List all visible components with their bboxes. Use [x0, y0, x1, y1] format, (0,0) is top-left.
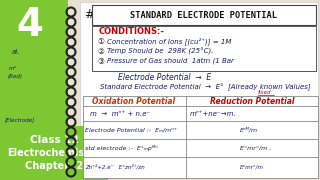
Text: E°mr°/m .: E°mr°/m . — [240, 145, 271, 150]
Text: E°mr°/m: E°mr°/m — [240, 165, 264, 170]
Text: m$^s$
(Red): m$^s$ (Red) — [8, 65, 23, 79]
Text: m  →  mⁿ⁺ + n.e⁻: m → mⁿ⁺ + n.e⁻ — [90, 111, 150, 117]
FancyBboxPatch shape — [0, 126, 108, 180]
Text: Reduction Potential: Reduction Potential — [210, 96, 294, 105]
Text: Pressure of Gas should  1atm (1 Bar: Pressure of Gas should 1atm (1 Bar — [107, 58, 234, 64]
Text: Standard Electrode Potential  →  E°  [Already known Values]: Standard Electrode Potential → E° [Alrea… — [100, 83, 311, 91]
Text: Electrochemistry: Electrochemistry — [7, 148, 100, 158]
Text: mⁿ⁺+ne⁻→m.: mⁿ⁺+ne⁻→m. — [190, 111, 237, 117]
FancyBboxPatch shape — [80, 2, 318, 178]
Text: Concentration of Ions [(cu²⁺)] = 1M: Concentration of Ions [(cu²⁺)] = 1M — [107, 37, 231, 45]
FancyBboxPatch shape — [0, 0, 68, 180]
Text: [Electrode]: [Electrode] — [5, 118, 35, 123]
Bar — [83, 96, 318, 178]
Text: Electrode Potential  →  E: Electrode Potential → E — [118, 73, 211, 82]
Text: ③: ③ — [97, 57, 104, 66]
FancyBboxPatch shape — [92, 5, 316, 25]
Text: Temp Should be  298K (25°C).: Temp Should be 298K (25°C). — [107, 47, 213, 55]
Text: ②: ② — [97, 46, 104, 55]
Text: fixed: fixed — [258, 91, 271, 96]
Text: Class 12: Class 12 — [30, 135, 78, 145]
Text: #: # — [84, 8, 94, 21]
Text: al.: al. — [12, 49, 20, 55]
FancyBboxPatch shape — [92, 26, 316, 71]
Text: ①: ① — [97, 37, 104, 46]
Text: 4: 4 — [17, 6, 44, 44]
Text: std electrode :-  E°ₘpᴹⁿ: std electrode :- E°ₘpᴹⁿ — [85, 145, 158, 151]
Text: Oxidation Potential: Oxidation Potential — [92, 96, 176, 105]
Text: CONDITIONS:-: CONDITIONS:- — [99, 26, 165, 35]
Text: Chapter- 2: Chapter- 2 — [25, 161, 83, 171]
Text: Electrode Potential :-  Eₘ/mⁿ⁺: Electrode Potential :- Eₘ/mⁿ⁺ — [85, 127, 177, 132]
Text: Eⁿᴹ/m: Eⁿᴹ/m — [240, 127, 258, 133]
Text: Zn⁺²+2.e⁻   E°zn²⁺/zn: Zn⁺²+2.e⁻ E°zn²⁺/zn — [85, 164, 145, 170]
Text: STANDARD ELECTRODE POTENTIAL: STANDARD ELECTRODE POTENTIAL — [131, 10, 277, 19]
